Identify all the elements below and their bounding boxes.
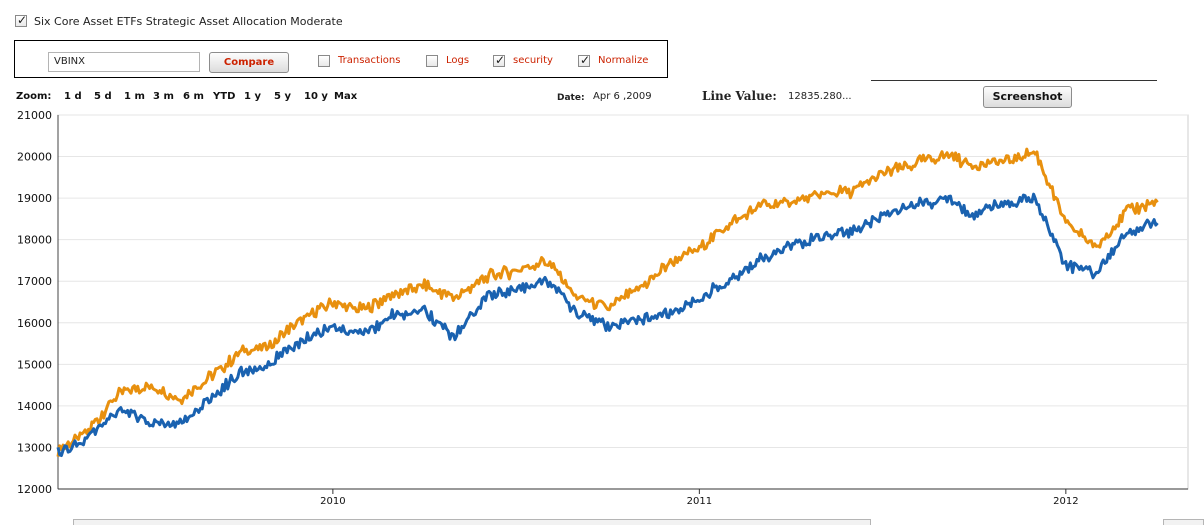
screenshot-button[interactable]: Screenshot	[983, 86, 1072, 108]
y-tick-label: 12000	[17, 483, 52, 496]
zoom-label: Zoom:	[16, 91, 52, 102]
normalize-label: Normalize	[598, 55, 649, 66]
zoom-1m[interactable]: 1 m	[124, 91, 145, 102]
compare-button[interactable]: Compare	[209, 52, 289, 73]
y-tick-label: 19000	[17, 192, 52, 205]
zoom-ytd[interactable]: YTD	[213, 91, 236, 102]
zoom-5y[interactable]: 5 y	[274, 91, 291, 102]
line-value: 12835.280...	[788, 91, 852, 102]
logs-label: Logs	[446, 55, 470, 66]
date-label: Date:	[557, 93, 585, 103]
divider-line	[871, 80, 1157, 81]
y-tick-label: 15000	[17, 358, 52, 371]
y-tick-label: 13000	[17, 441, 52, 454]
zoom-5d[interactable]: 5 d	[94, 91, 112, 102]
horizontal-scrollbar[interactable]	[73, 519, 871, 525]
control-panel	[14, 40, 668, 78]
line-value-label: Line Value:	[702, 89, 777, 103]
transactions-label: Transactions	[338, 55, 401, 66]
check-mark-icon: ✓	[495, 53, 506, 67]
y-tick-label: 18000	[17, 234, 52, 247]
series-line-2	[56, 192, 1159, 458]
price-chart: 12000 13000 14000 15000 16000 17000 18000 19000…	[17, 109, 1189, 507]
security-label: security	[513, 55, 553, 66]
zoom-3m[interactable]: 3 m	[153, 91, 174, 102]
transactions-checkbox[interactable]	[318, 55, 330, 67]
title-checkbox[interactable]: ✓	[15, 13, 28, 27]
ticker-input[interactable]: VBINX	[48, 52, 200, 72]
check-mark-icon: ✓	[17, 13, 28, 27]
scrollbar-corner	[1163, 519, 1204, 525]
x-tick-label: 2012	[1053, 496, 1078, 507]
y-tick-label: 17000	[17, 275, 52, 288]
x-tick-label: 2010	[320, 496, 345, 507]
logs-checkbox[interactable]	[426, 55, 438, 67]
page-title: Six Core Asset ETFs Strategic Asset Allo…	[34, 15, 343, 28]
y-tick-label: 14000	[17, 400, 52, 413]
security-checkbox[interactable]: ✓	[493, 53, 506, 67]
zoom-max[interactable]: Max	[334, 91, 358, 102]
series-line-1	[56, 147, 1159, 457]
zoom-10y[interactable]: 10 y	[304, 91, 328, 102]
y-tick-label: 16000	[17, 317, 52, 330]
y-tick-label: 21000	[17, 109, 52, 122]
zoom-1d[interactable]: 1 d	[64, 91, 82, 102]
zoom-6m[interactable]: 6 m	[183, 91, 204, 102]
normalize-checkbox[interactable]: ✓	[578, 53, 591, 67]
date-value: Apr 6 ,2009	[593, 91, 652, 102]
plot-area	[57, 114, 1189, 490]
y-tick-label: 20000	[17, 151, 52, 164]
zoom-1y[interactable]: 1 y	[244, 91, 261, 102]
check-mark-icon: ✓	[580, 53, 591, 67]
x-tick-label: 2011	[687, 496, 712, 507]
